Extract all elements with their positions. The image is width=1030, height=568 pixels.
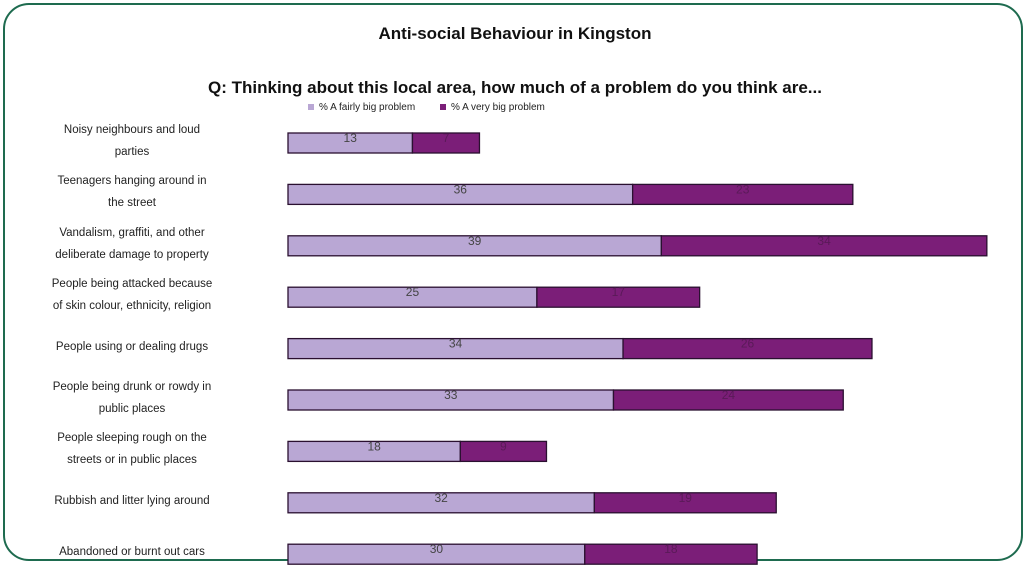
chart-subtitle: Q: Thinking about this local area, how m… xyxy=(208,78,822,97)
legend-label-fairly-big: % A fairly big problem xyxy=(319,102,416,113)
category-label-line: Vandalism, graffiti, and other xyxy=(59,226,205,239)
data-label: 36 xyxy=(454,182,468,196)
bar-very-big xyxy=(411,132,481,154)
category-label-line: the street xyxy=(108,197,156,210)
category-label: People using or dealing drugs xyxy=(0,336,264,358)
data-label: 30 xyxy=(430,542,444,556)
chart-legend: % A fairly big problem % A very big prob… xyxy=(308,102,567,113)
data-label: 26 xyxy=(741,337,755,351)
bar-very-big xyxy=(612,389,844,411)
category-label-line: People sleeping rough on the xyxy=(57,432,207,445)
data-label: 17 xyxy=(612,285,626,299)
chart-title: Anti-social Behaviour in Kingston xyxy=(378,24,652,43)
category-label-line: parties xyxy=(114,146,150,158)
bar-very-big xyxy=(631,183,854,206)
category-label-line: streets or in public places xyxy=(67,454,197,467)
category-label: Rubbish and litter lying around xyxy=(0,490,264,512)
category-label-line: People being attacked because xyxy=(51,278,213,291)
category-label-line: Noisy neighbours and loud xyxy=(63,124,201,136)
category-label: People being drunk or rowdy in public pla… xyxy=(0,376,264,420)
bar-very-big xyxy=(584,543,758,565)
data-label: 13 xyxy=(344,131,358,145)
data-label: 39 xyxy=(468,234,482,248)
category-label-line: People using or dealing drugs xyxy=(55,340,209,353)
bar-very-big xyxy=(459,440,548,463)
legend-swatch-very-big xyxy=(439,104,446,111)
category-label: People sleeping rough on the streets or i… xyxy=(0,427,264,471)
bar-very-big xyxy=(660,235,988,257)
category-label-line: Rubbish and litter lying around xyxy=(54,494,210,507)
data-label: 32 xyxy=(434,491,448,505)
category-label: Noisy neighbours and loud parties xyxy=(0,119,264,163)
category-label-line: People being drunk or rowdy in xyxy=(52,381,212,393)
data-label: 23 xyxy=(736,182,750,196)
category-label-line: deliberate damage to property xyxy=(55,248,209,261)
category-label-line: Teenagers hanging around in xyxy=(57,175,207,188)
legend-label-very-big: % A very big problem xyxy=(450,102,545,113)
data-label: 18 xyxy=(664,542,678,556)
chart-frame xyxy=(3,3,1023,561)
legend-item-fairly-big: % A fairly big problem xyxy=(308,102,415,113)
category-label: Teenagers hanging around in the street xyxy=(0,170,264,214)
data-label: 19 xyxy=(679,491,693,505)
data-label: 25 xyxy=(406,285,420,299)
data-label: 7 xyxy=(443,131,450,145)
data-label: 24 xyxy=(722,388,736,402)
category-label-line: public places xyxy=(98,403,166,415)
data-label: 34 xyxy=(449,337,463,351)
bar-very-big xyxy=(622,337,873,360)
legend-swatch-fairly-big xyxy=(308,104,314,111)
data-label: 33 xyxy=(444,388,458,402)
category-label: Abandoned or burnt out cars xyxy=(0,541,264,563)
bar-very-big xyxy=(593,492,777,514)
category-label-line: of skin colour, ethnicity, religion xyxy=(52,300,212,313)
legend-item-very-big: % A very big problem xyxy=(439,102,545,113)
category-label-line: Abandoned or burnt out cars xyxy=(59,546,205,559)
category-label: People being attacked because of skin col… xyxy=(0,273,264,317)
data-label: 18 xyxy=(367,439,381,453)
category-label: Vandalism, graffiti, and other deliberate… xyxy=(0,222,264,266)
data-label: 34 xyxy=(817,234,831,248)
bar-very-big xyxy=(536,286,701,308)
data-label: 9 xyxy=(500,439,507,453)
